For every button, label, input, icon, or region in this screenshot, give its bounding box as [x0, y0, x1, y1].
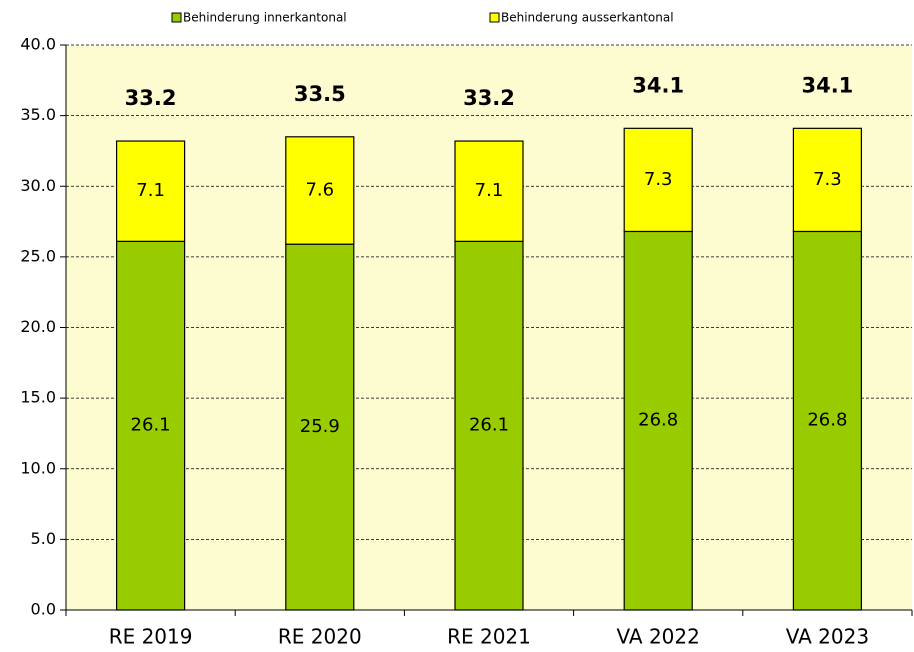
total-label: 33.5 — [294, 82, 346, 106]
bar-segment — [792, 230, 863, 611]
x-tick-label: RE 2020 — [278, 625, 362, 649]
y-tick-label: 20.0 — [20, 317, 56, 336]
value-label: 7.3 — [813, 169, 842, 190]
y-tick-label: 30.0 — [20, 176, 56, 195]
total-label: 34.1 — [801, 73, 853, 97]
y-tick-label: 0.0 — [31, 600, 56, 619]
legend-swatch — [489, 12, 500, 23]
bar-segment — [115, 240, 186, 611]
value-label: 7.1 — [136, 180, 165, 201]
value-label: 26.1 — [469, 415, 509, 436]
bar-segment — [285, 136, 355, 245]
value-label: 26.8 — [638, 410, 678, 431]
y-tick-label: 40.0 — [20, 35, 56, 54]
x-tick-label: VA 2022 — [617, 625, 700, 649]
bar-segment — [623, 127, 693, 233]
value-label: 7.3 — [644, 169, 673, 190]
x-tick-label: RE 2021 — [447, 625, 531, 649]
y-tick-label: 10.0 — [20, 458, 56, 477]
bar-segment — [285, 243, 355, 611]
total-label: 34.1 — [632, 73, 684, 97]
y-tick-label: 15.0 — [20, 388, 56, 407]
y-tick-label: 5.0 — [31, 529, 56, 548]
value-label: 26.1 — [131, 415, 171, 436]
bar-segment — [623, 230, 693, 611]
bar-segment — [454, 140, 524, 242]
total-label: 33.2 — [463, 86, 515, 110]
total-label: 33.2 — [125, 86, 177, 110]
bar-segment — [792, 127, 863, 233]
value-label: 26.8 — [807, 410, 847, 431]
y-tick-label: 25.0 — [20, 246, 56, 265]
value-label: 25.9 — [300, 416, 340, 437]
bar-segment — [454, 240, 524, 611]
value-label: 7.1 — [475, 180, 504, 201]
bar-segment — [115, 140, 186, 242]
legend-label: Behinderung ausserkantonal — [501, 11, 674, 25]
legend-label: Behinderung innerkantonal — [183, 11, 347, 25]
legend-swatch — [171, 12, 182, 23]
y-tick-label: 35.0 — [20, 105, 56, 124]
x-tick-label: RE 2019 — [109, 625, 193, 649]
x-tick-label: VA 2023 — [786, 625, 869, 649]
value-label: 7.6 — [305, 179, 334, 200]
